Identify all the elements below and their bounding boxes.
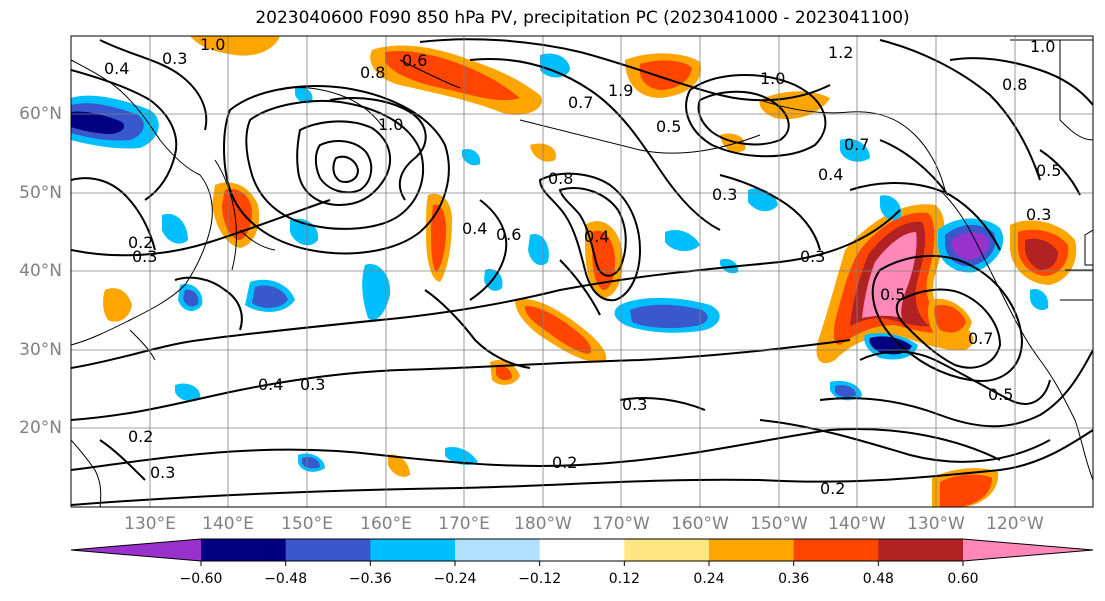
colorbar-tick-label: 0.24 [693,571,725,587]
colorbar-tick-label: −0.60 [179,571,223,587]
contour-label: 0.8 [360,63,385,82]
colorbar-segment [201,539,287,561]
contour-label: 0.5 [880,285,905,304]
contour-label: 1.0 [378,115,403,134]
contour-label: 1.0 [200,35,225,54]
contour-label: 0.4 [104,59,129,78]
contour-label: 0.7 [968,329,993,348]
contour-label: 0.4 [462,219,487,238]
contour-label: 0.3 [1026,205,1051,224]
contour-label: 0.3 [712,185,737,204]
precipitation-shading [71,36,1077,507]
lat-label-60n: 60°N [19,104,62,124]
contour-label: 0.4 [258,375,283,394]
colorbar-segment [793,539,879,561]
colorbar-tick-label: −0.12 [518,571,562,587]
colorbar-segment [285,539,371,561]
contour-label: 0.8 [1002,75,1027,94]
chart-title: 2023040600 F090 850 hPa PV, precipitatio… [255,8,910,28]
lon-label-170w: 170°W [592,514,650,534]
colorbar-tick-label: 0.12 [608,571,640,587]
contour-label: 0.6 [402,51,427,70]
contour-label: 0.5 [988,385,1013,404]
colorbar-tick-label: 0.48 [862,571,894,587]
colorbar-extend-low [71,539,201,561]
colorbar-tick-label: 0.60 [947,571,979,587]
colorbar-segment [709,539,795,561]
contour-label: 0.8 [548,169,573,188]
colorbar-segment [370,539,456,561]
contour-label: 1.0 [760,69,785,88]
lon-label-170e: 170°E [438,514,490,534]
lon-label-140w: 140°W [828,514,886,534]
contour-label: 0.2 [552,453,577,472]
contour-label: 0.3 [162,49,187,68]
contour-label: 1.9 [608,81,633,100]
lon-label-160w: 160°W [671,514,729,534]
colorbar-segment [624,539,710,561]
colorbar-tick-label: −0.36 [348,571,392,587]
contour-label: 0.2 [128,427,153,446]
colorbar-tick-label: −0.48 [264,571,308,587]
contour-label: 0.3 [300,375,325,394]
contour-label: 0.5 [1036,161,1061,180]
lon-label-130e: 130°E [124,514,176,534]
plot-frame [70,35,1094,508]
contour-label: 0.4 [584,227,609,246]
contour-label: 0.2 [820,479,845,498]
contour-label: 0.5 [656,117,681,136]
pv-contours [71,38,1093,506]
gridlines [71,36,1093,507]
contour-label: 1.0 [1030,37,1055,56]
colorbar-segment [455,539,541,561]
lon-label-130w: 130°W [907,514,965,534]
contour-label: 1.2 [828,43,853,62]
lat-label-20n: 20°N [19,418,62,438]
lat-label-50n: 50°N [19,183,62,203]
colorbar-tick-label: 0.36 [778,571,810,587]
contour-label: 0.7 [568,93,593,112]
lon-label-120w: 120°W [986,514,1044,534]
colorbar-tick-label: −0.24 [433,571,477,587]
contour-label: 0.3 [800,247,825,266]
contour-labels: 0.40.31.00.60.80.71.91.21.00.51.00.70.40… [104,35,1061,498]
colorbar-segment [539,539,625,561]
lat-label-30n: 30°N [19,340,62,360]
contour-label: 0.2 [128,233,153,252]
lon-label-140e: 140°E [202,514,254,534]
lon-label-160e: 160°E [360,514,412,534]
contour-label: 0.3 [150,463,175,482]
colorbar-extend-high [963,539,1093,561]
contour-label: 0.7 [844,135,869,154]
colorbar-segment [878,539,964,561]
lon-label-180w: 180°W [514,514,572,534]
contour-label: 0.4 [818,165,843,184]
contour-label: 0.6 [496,225,521,244]
lon-label-150w: 150°W [750,514,808,534]
coastlines [71,39,1093,507]
contour-label: 0.3 [132,247,157,266]
lon-label-150e: 150°E [281,514,333,534]
contour-label: 0.3 [622,395,647,414]
lat-label-40n: 40°N [19,261,62,281]
